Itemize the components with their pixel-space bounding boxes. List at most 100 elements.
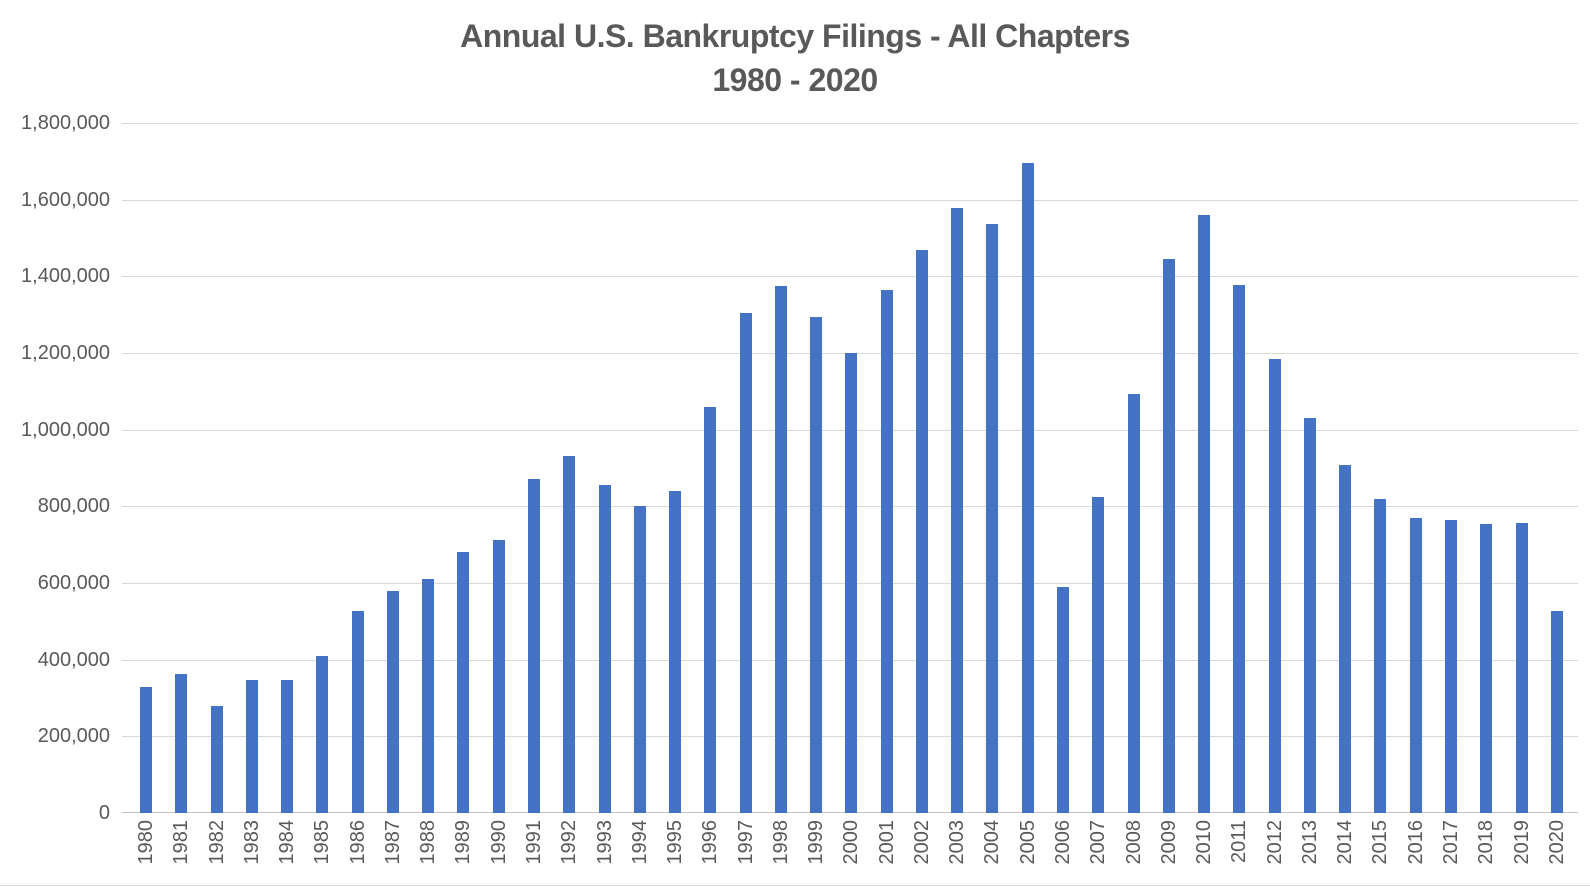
x-tick-label-2015: 2015 [1369, 820, 1391, 865]
x-tick-label-2019: 2019 [1511, 820, 1533, 865]
bar-1996 [704, 407, 716, 813]
bar-2004 [986, 224, 998, 813]
x-tick-label-1998: 1998 [770, 820, 792, 865]
gridline-1400000 [122, 276, 1578, 278]
bar-2017 [1445, 520, 1457, 813]
bar-2000 [845, 353, 857, 813]
bar-2003 [951, 208, 963, 813]
bar-1998 [775, 286, 787, 813]
bar-1995 [669, 491, 681, 813]
bar-1980 [140, 687, 152, 813]
bar-1989 [457, 552, 469, 813]
x-tick-label-1982: 1982 [206, 820, 228, 865]
bar-2009 [1163, 259, 1175, 813]
y-tick-label-1600000: 1,600,000 [21, 189, 110, 211]
bar-1997 [740, 313, 752, 813]
y-tick-label-400000: 400,000 [37, 649, 110, 671]
bar-2010 [1198, 215, 1210, 813]
bar-2019 [1516, 523, 1528, 813]
bar-2006 [1057, 587, 1069, 813]
x-tick-label-1990: 1990 [488, 820, 510, 865]
x-tick-label-1995: 1995 [664, 820, 686, 865]
x-tick-label-2006: 2006 [1052, 820, 1074, 865]
bar-1992 [563, 456, 575, 813]
x-tick-label-1984: 1984 [276, 820, 298, 865]
bar-1985 [316, 656, 328, 813]
bar-2007 [1092, 497, 1104, 813]
bar-1987 [387, 591, 399, 813]
bar-1994 [634, 506, 646, 813]
bar-1981 [175, 674, 187, 813]
x-tick-label-2016: 2016 [1405, 820, 1427, 865]
x-tick-label-1996: 1996 [699, 820, 721, 865]
bar-2011 [1233, 285, 1245, 813]
bar-1982 [211, 706, 223, 813]
x-tick-label-1985: 1985 [311, 820, 333, 865]
y-tick-label-800000: 800,000 [37, 495, 110, 517]
x-tick-label-2014: 2014 [1334, 820, 1356, 865]
bar-2014 [1339, 465, 1351, 813]
x-tick-label-2011: 2011 [1228, 820, 1250, 864]
x-tick-label-1989: 1989 [452, 820, 474, 865]
gridline-1600000 [122, 199, 1578, 201]
bar-1984 [281, 680, 293, 813]
x-tick-label-2013: 2013 [1299, 820, 1321, 865]
x-tick-label-2001: 2001 [876, 820, 898, 865]
y-tick-label-1000000: 1,000,000 [21, 419, 110, 441]
bar-2016 [1410, 518, 1422, 813]
bar-2015 [1374, 499, 1386, 813]
x-tick-label-2000: 2000 [840, 820, 862, 865]
y-tick-label-0: 0 [98, 802, 110, 824]
gridline-1800000 [122, 123, 1578, 124]
x-tick-label-2002: 2002 [911, 820, 933, 865]
chart-subtitle: 1980 - 2020 [712, 62, 878, 98]
x-tick-label-1986: 1986 [347, 820, 369, 865]
bar-1988 [422, 579, 434, 813]
x-tick-label-2009: 2009 [1158, 820, 1180, 865]
bar-2020 [1551, 611, 1563, 813]
x-tick-label-1992: 1992 [558, 820, 580, 865]
x-tick-label-2008: 2008 [1123, 820, 1145, 865]
x-tick-label-2012: 2012 [1264, 820, 1286, 865]
y-tick-label-600000: 600,000 [37, 572, 110, 594]
bottom-divider-line [0, 885, 1590, 886]
x-tick-label-1994: 1994 [629, 820, 651, 865]
bar-2001 [881, 290, 893, 813]
bar-2005 [1022, 163, 1034, 813]
y-tick-label-1200000: 1,200,000 [21, 342, 110, 364]
x-tick-label-2007: 2007 [1087, 820, 1109, 865]
x-tick-label-1987: 1987 [382, 820, 404, 865]
bar-1999 [810, 317, 822, 813]
x-tick-label-1993: 1993 [594, 820, 616, 865]
plot-area [122, 123, 1578, 813]
y-tick-label-1800000: 1,800,000 [21, 112, 110, 134]
x-tick-label-2010: 2010 [1193, 820, 1215, 865]
x-tick-label-1999: 1999 [805, 820, 827, 865]
x-tick-label-1997: 1997 [735, 820, 757, 865]
x-tick-label-2020: 2020 [1546, 820, 1568, 865]
x-tick-label-2005: 2005 [1017, 820, 1039, 865]
y-tick-label-200000: 200,000 [37, 725, 110, 747]
x-tick-label-2017: 2017 [1440, 820, 1462, 865]
bar-2018 [1480, 524, 1492, 813]
x-tick-label-2018: 2018 [1475, 820, 1497, 865]
x-tick-label-2003: 2003 [946, 820, 968, 865]
x-tick-label-1980: 1980 [135, 820, 157, 865]
x-tick-label-1991: 1991 [523, 820, 545, 865]
bar-1983 [246, 680, 258, 813]
chart-title: Annual U.S. Bankruptcy Filings - All Cha… [460, 18, 1130, 54]
x-tick-label-1988: 1988 [417, 820, 439, 865]
chart-title-block: Annual U.S. Bankruptcy Filings - All Cha… [0, 14, 1590, 102]
x-tick-label-1983: 1983 [241, 820, 263, 865]
bar-1986 [352, 611, 364, 813]
bar-1993 [599, 485, 611, 813]
bar-1991 [528, 479, 540, 813]
bar-1990 [493, 540, 505, 813]
bar-2008 [1128, 394, 1140, 813]
y-tick-label-1400000: 1,400,000 [21, 265, 110, 287]
x-tick-label-1981: 1981 [170, 820, 192, 865]
bar-2002 [916, 250, 928, 813]
x-tick-label-2004: 2004 [981, 820, 1003, 865]
bar-2012 [1269, 359, 1281, 813]
